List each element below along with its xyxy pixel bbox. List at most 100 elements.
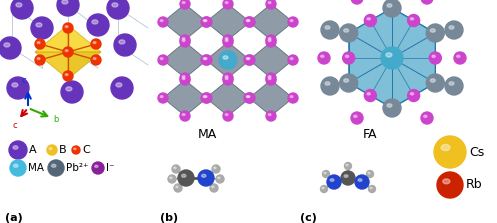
- Circle shape: [180, 35, 190, 45]
- Ellipse shape: [268, 114, 271, 116]
- Ellipse shape: [36, 23, 42, 27]
- Ellipse shape: [290, 96, 293, 97]
- Ellipse shape: [443, 179, 450, 184]
- Circle shape: [343, 52, 355, 64]
- Circle shape: [92, 162, 104, 174]
- Circle shape: [180, 73, 190, 83]
- Circle shape: [245, 17, 255, 27]
- Circle shape: [426, 74, 444, 92]
- Circle shape: [63, 71, 73, 81]
- Circle shape: [223, 35, 233, 45]
- Circle shape: [244, 17, 254, 27]
- Circle shape: [327, 175, 341, 189]
- Circle shape: [11, 0, 33, 19]
- Ellipse shape: [49, 148, 52, 150]
- Ellipse shape: [247, 58, 250, 60]
- Text: (b): (b): [160, 213, 178, 223]
- Text: c: c: [12, 121, 17, 130]
- Ellipse shape: [93, 58, 96, 60]
- Circle shape: [321, 186, 328, 192]
- Ellipse shape: [430, 79, 435, 82]
- Text: c: c: [21, 76, 26, 85]
- Ellipse shape: [37, 58, 40, 60]
- Circle shape: [158, 17, 168, 27]
- Text: b: b: [53, 114, 58, 124]
- Ellipse shape: [387, 4, 392, 7]
- Circle shape: [244, 55, 254, 65]
- Circle shape: [245, 55, 255, 65]
- Circle shape: [266, 0, 276, 9]
- Circle shape: [35, 39, 45, 49]
- Ellipse shape: [37, 42, 40, 43]
- Ellipse shape: [223, 56, 228, 59]
- Circle shape: [321, 77, 339, 95]
- Circle shape: [266, 37, 276, 47]
- Text: Pb²⁺: Pb²⁺: [66, 163, 88, 173]
- Ellipse shape: [344, 79, 349, 82]
- Circle shape: [63, 47, 73, 57]
- Ellipse shape: [247, 20, 250, 22]
- Ellipse shape: [170, 177, 172, 179]
- Circle shape: [202, 55, 212, 65]
- Ellipse shape: [247, 96, 250, 97]
- Circle shape: [341, 171, 355, 185]
- Circle shape: [323, 171, 330, 178]
- Circle shape: [72, 146, 80, 154]
- Polygon shape: [35, 25, 68, 52]
- Ellipse shape: [246, 20, 249, 22]
- Text: Cs: Cs: [469, 145, 484, 159]
- Circle shape: [454, 52, 466, 64]
- Ellipse shape: [160, 20, 163, 22]
- Ellipse shape: [218, 177, 220, 179]
- Ellipse shape: [354, 115, 357, 118]
- Circle shape: [421, 112, 433, 124]
- Ellipse shape: [176, 186, 178, 188]
- Ellipse shape: [16, 3, 22, 7]
- Ellipse shape: [325, 26, 330, 29]
- Polygon shape: [68, 52, 101, 79]
- Ellipse shape: [423, 115, 427, 118]
- Circle shape: [368, 186, 376, 192]
- Polygon shape: [163, 4, 207, 40]
- Circle shape: [223, 75, 233, 85]
- Circle shape: [366, 171, 374, 178]
- Ellipse shape: [290, 58, 293, 60]
- Circle shape: [216, 175, 224, 183]
- Ellipse shape: [160, 96, 163, 97]
- Polygon shape: [206, 4, 250, 40]
- Polygon shape: [249, 4, 293, 40]
- Ellipse shape: [202, 174, 206, 177]
- Ellipse shape: [62, 0, 68, 4]
- Circle shape: [198, 170, 214, 186]
- Ellipse shape: [449, 82, 454, 85]
- Ellipse shape: [449, 26, 454, 29]
- Circle shape: [10, 160, 26, 176]
- Circle shape: [201, 17, 211, 27]
- Ellipse shape: [411, 93, 414, 95]
- Ellipse shape: [203, 58, 206, 60]
- Ellipse shape: [225, 78, 228, 80]
- Ellipse shape: [268, 40, 271, 41]
- Ellipse shape: [74, 148, 76, 150]
- Circle shape: [429, 52, 441, 64]
- Circle shape: [351, 0, 363, 4]
- Text: (a): (a): [5, 213, 23, 223]
- Circle shape: [351, 112, 363, 124]
- Ellipse shape: [65, 50, 68, 52]
- Ellipse shape: [160, 58, 163, 60]
- Circle shape: [180, 37, 190, 47]
- Circle shape: [0, 37, 21, 59]
- Ellipse shape: [246, 58, 249, 60]
- Circle shape: [91, 39, 101, 49]
- Circle shape: [202, 17, 212, 27]
- Circle shape: [344, 163, 351, 169]
- Circle shape: [288, 93, 298, 103]
- Circle shape: [174, 184, 182, 192]
- Circle shape: [219, 51, 237, 69]
- Ellipse shape: [290, 20, 293, 22]
- Circle shape: [61, 81, 83, 103]
- Ellipse shape: [204, 58, 207, 60]
- Text: B: B: [59, 145, 67, 155]
- Circle shape: [31, 17, 53, 39]
- Circle shape: [172, 165, 180, 173]
